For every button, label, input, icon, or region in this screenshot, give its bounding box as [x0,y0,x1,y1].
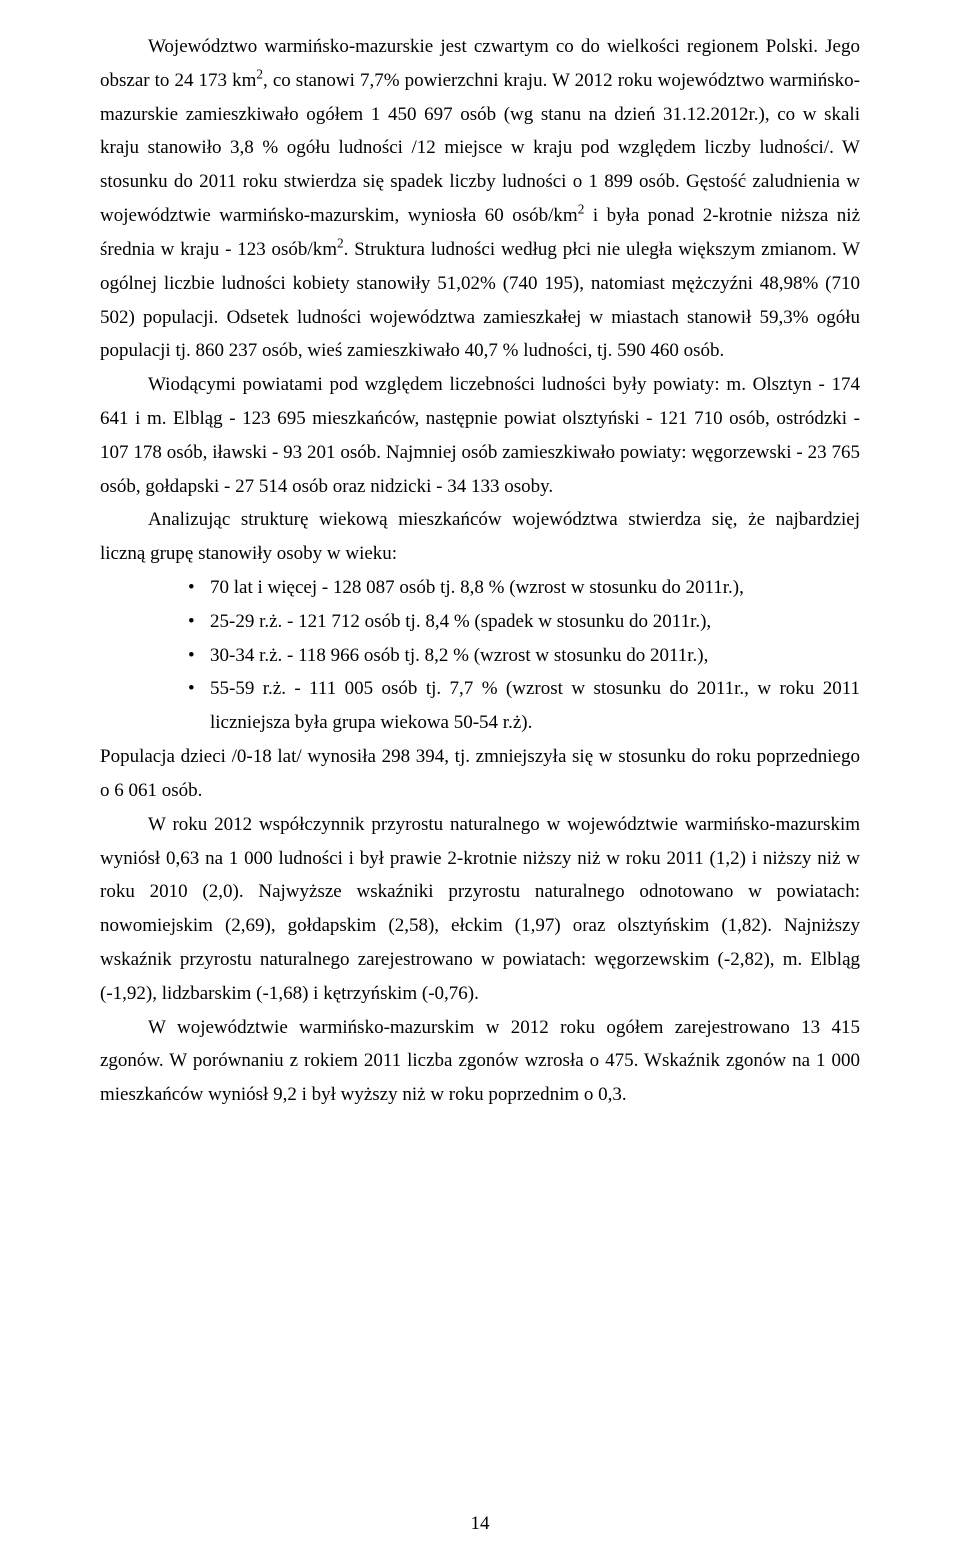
list-item-55-59: 55-59 r.ż. - 111 005 osób tj. 7,7 % (wzr… [188,672,860,740]
page-number: 14 [0,1513,960,1535]
paragraph-4: Populacja dzieci /0-18 lat/ wynosiła 298… [100,740,860,808]
sup-km2-3: 2 [337,236,344,251]
paragraph-6: W województwie warmińsko-mazurskim w 201… [100,1011,860,1112]
p1-text-part2: , co stanowi 7,7% powierzchni kraju. W 2… [100,70,860,226]
list-item-30-34: 30-34 r.ż. - 118 966 osób tj. 8,2 % (wzr… [188,639,860,673]
paragraph-3: Analizując strukturę wiekową mieszkańców… [100,503,860,571]
list-item-70plus: 70 lat i więcej - 128 087 osób tj. 8,8 %… [188,571,860,605]
paragraph-2: Wiodącymi powiatami pod względem liczebn… [100,368,860,503]
age-group-list: 70 lat i więcej - 128 087 osób tj. 8,8 %… [100,571,860,740]
paragraph-5: W roku 2012 współczynnik przyrostu natur… [100,808,860,1011]
document-page: Województwo warmińsko-mazurskie jest czw… [0,0,960,1565]
paragraph-1: Województwo warmińsko-mazurskie jest czw… [100,30,860,368]
list-item-25-29: 25-29 r.ż. - 121 712 osób tj. 8,4 % (spa… [188,605,860,639]
